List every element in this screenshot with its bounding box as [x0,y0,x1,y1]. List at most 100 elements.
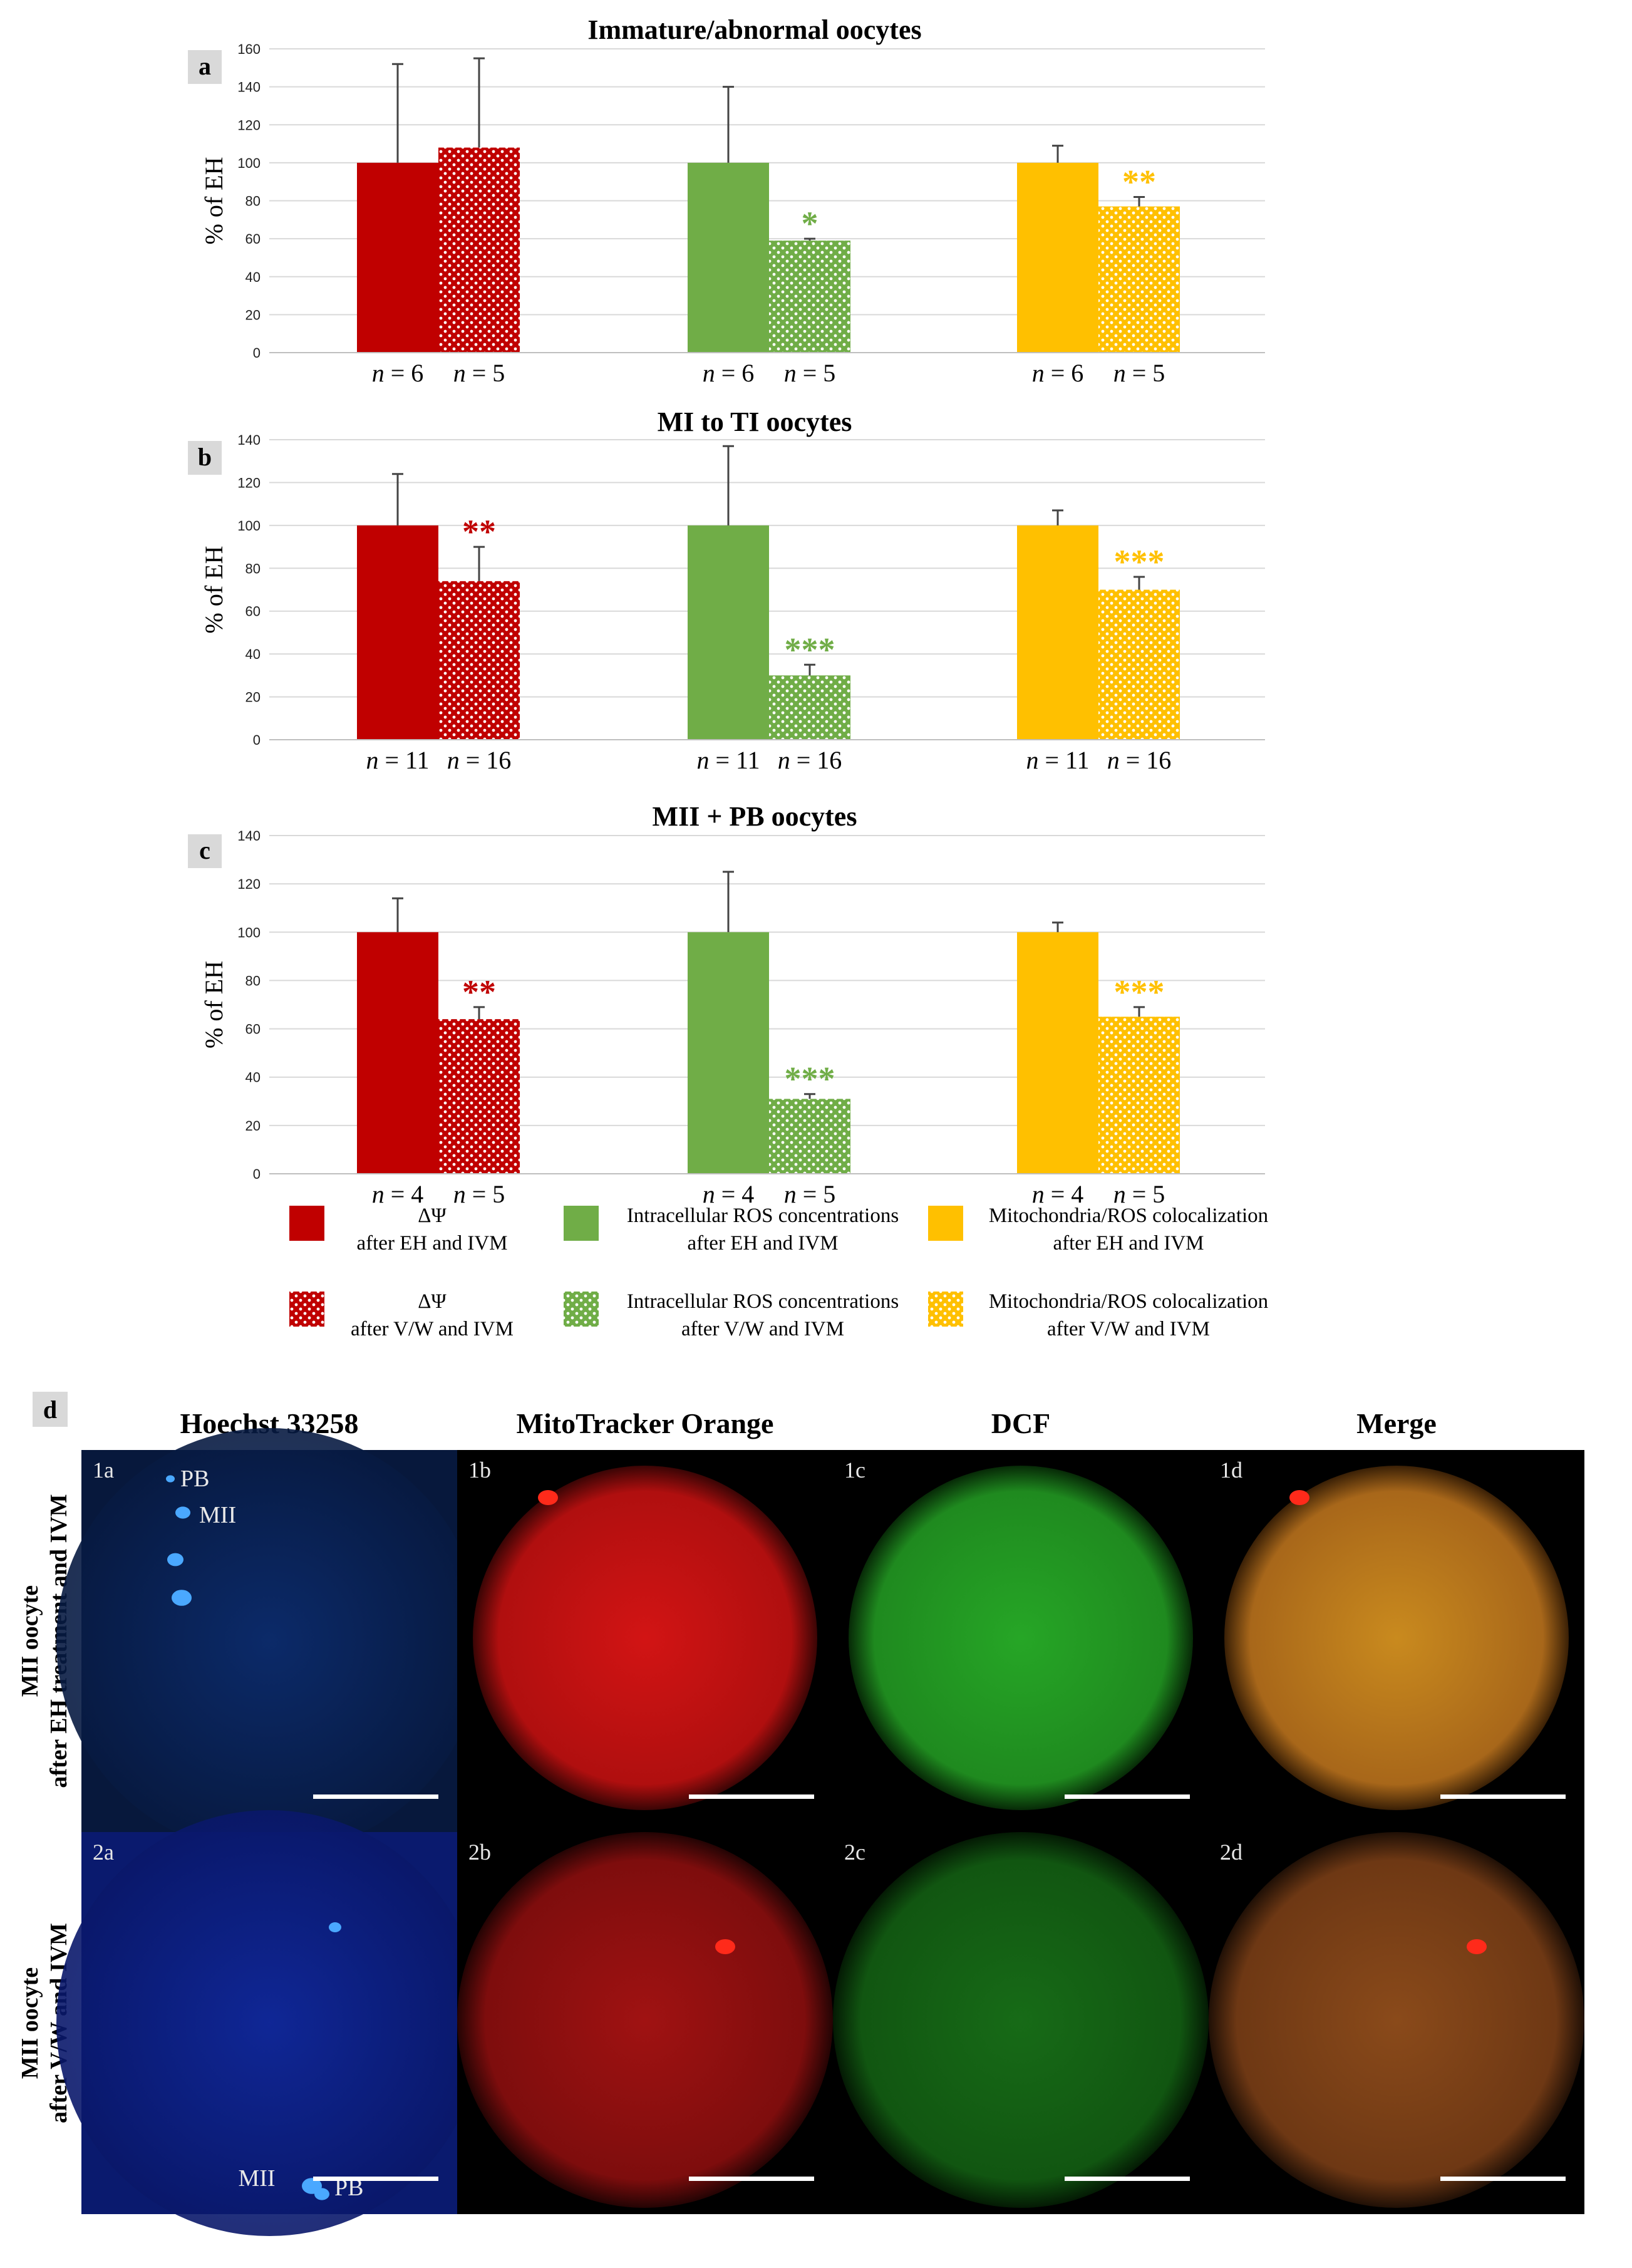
legend-label: Mitochondria/ROS colocalization [989,1290,1268,1313]
significance-mark: ** [1122,163,1156,200]
y-tick-label: 0 [253,345,261,361]
oocyte-body [833,1832,1209,2208]
chart-title: Immature/abnormal oocytes [587,14,921,45]
n-label: n = 16 [447,746,512,774]
micrograph-panel: d Hoechst 33258 MitoTracker Orange DCF Merge… [17,1392,1584,2236]
significance-mark: *** [785,631,835,668]
scale-bar [313,2177,438,2181]
tile-label: 1c [844,1458,865,1483]
legend-swatch [928,1292,963,1327]
oocyte-body [1209,1832,1584,2208]
legend-swatch [564,1292,599,1327]
bar [688,525,769,740]
chromatin-spot [314,2188,329,2200]
micrograph-tile-1a: 1a PB MII [56,1428,482,1854]
legend-label: after V/W and IVM [1047,1318,1210,1340]
bar-charts: a Immature/abnormal oocytes 0 20 40 60 80 100 12… [188,14,1265,1208]
n-label: n = 5 [453,1180,505,1208]
chromatin-spot [172,1590,192,1606]
n-label: n = 6 [703,359,755,387]
micrograph-tile-1d: 1d [1209,1450,1584,1832]
panel-tag: a [199,52,211,80]
y-tick-label: 60 [245,604,261,619]
n-label: n = 11 [696,746,760,774]
scale-bar [689,2177,814,2181]
significance-mark: *** [1114,543,1165,581]
scale-bar [313,1794,438,1799]
chromatin-spot [329,1922,341,1932]
polar-body-spot [715,1939,735,1954]
y-tick-label: 140 [237,828,261,844]
structure-label: MII [199,1502,236,1528]
n-label: n = 5 [784,1180,836,1208]
tile-label: 1d [1220,1458,1242,1483]
micrograph-tile-2b: 2b [457,1832,833,2214]
legend-swatch [564,1206,599,1241]
scale-bar [1065,1794,1190,1799]
n-label: n = 6 [372,359,424,387]
y-tick-label: 120 [237,475,261,490]
chart-title: MII + PB oocytes [653,801,857,832]
y-tick-label: 80 [245,561,261,576]
legend-label: after EH and IVM [1053,1232,1204,1255]
significance-mark: ** [462,973,496,1011]
significance-mark: *** [1114,973,1165,1011]
column-title: Merge [1356,1407,1437,1439]
n-label: n = 11 [1026,746,1089,774]
n-label: n = 16 [778,746,842,774]
chromatin-spot [167,1553,183,1566]
bar [688,932,769,1174]
bar [688,162,769,353]
significance-mark: * [802,205,819,242]
y-tick-label: 100 [237,155,261,171]
scale-bar [1065,2177,1190,2181]
bar [438,147,520,353]
legend-swatch [289,1206,324,1241]
bar [1017,525,1098,740]
polar-body-spot [1467,1939,1487,1954]
significance-mark: *** [785,1060,835,1098]
oocyte-body [56,1428,482,1854]
y-tick-label: 40 [245,269,261,285]
chromatin-spot [166,1475,175,1483]
structure-label: MII [238,2165,275,2192]
significance-mark: ** [462,513,496,551]
y-axis-label: % of EH [200,157,228,245]
scale-bar [1440,1794,1566,1799]
bar [769,675,850,740]
panel-tag: d [43,1395,57,1424]
y-tick-label: 0 [253,732,261,748]
bar [1017,932,1098,1174]
y-tick-label: 40 [245,1070,261,1085]
n-label: n = 4 [372,1180,424,1208]
legend: ΔΨ after EH and IVM Intracellular ROS conc… [289,1204,1268,1340]
tile-label: 1b [468,1458,491,1483]
y-tick-label: 0 [253,1166,261,1182]
column-title: MitoTracker Orange [517,1407,774,1439]
chart-b: b MI to TI oocytes 0 20 40 60 80 100 120 140 % of … [188,406,1265,774]
legend-label: Intracellular ROS concentrations [627,1204,899,1227]
panel-tag: b [198,443,212,471]
bar [769,241,850,353]
n-label: n = 5 [1113,359,1165,387]
legend-label: after V/W and IVM [681,1318,844,1340]
y-tick-label: 120 [237,117,261,133]
y-tick-label: 140 [237,432,261,448]
tile-label: 1a [93,1458,114,1483]
bar [438,581,520,740]
y-tick-label: 120 [237,876,261,892]
n-label: n = 5 [784,359,836,387]
bar [357,932,438,1174]
n-label: n = 6 [1032,359,1084,387]
scale-bar [1440,2177,1566,2181]
bar [357,162,438,353]
oocyte-body [849,1466,1193,1810]
chart-c: c MII + PB oocytes 0 20 40 60 80 100 120 140 % of … [188,801,1265,1208]
bar [357,525,438,740]
y-tick-label: 80 [245,194,261,209]
bar [769,1099,850,1174]
scale-bar [689,1794,814,1799]
bar [1098,206,1180,353]
y-axis-label: % of EH [200,961,228,1049]
